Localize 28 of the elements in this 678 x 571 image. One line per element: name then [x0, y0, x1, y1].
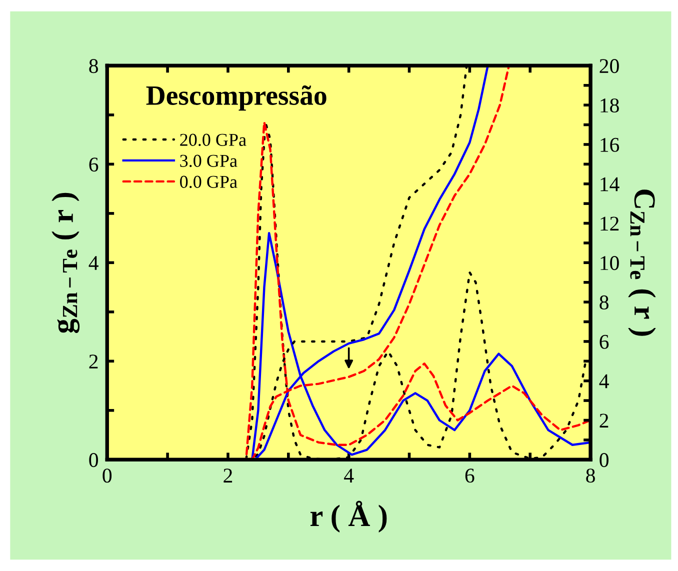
legend-label: 0.0 GPa — [180, 176, 238, 188]
y-axis-title: g$_{Zn−Te}$ ( r ) — [52, 192, 80, 334]
y-tick-label: 6 — [89, 158, 98, 172]
x-tick-label: 6 — [465, 468, 474, 483]
y2-tick-label: 8 — [600, 295, 608, 310]
y2-tick-label: 10 — [600, 256, 619, 270]
legend-label: 3.0 GPa — [180, 154, 238, 168]
legend-label: 20.0 GPa — [180, 134, 246, 146]
x-tick-label: 2 — [224, 468, 232, 482]
y2-tick-label: 14 — [600, 177, 620, 192]
y2-tick-label: 12 — [600, 216, 619, 230]
y2-tick-label: 0 — [600, 453, 608, 468]
y2-axis-title: C$_{Zn−Te}$ ( r ) — [628, 190, 656, 336]
y2-tick-label: 18 — [600, 98, 619, 112]
x-tick-label: 4 — [344, 468, 354, 482]
y2-tick-label: 16 — [600, 138, 620, 152]
y2-tick-label: 20 — [600, 59, 619, 74]
y-tick-label: 8 — [89, 59, 98, 74]
text: Descompressão — [146, 85, 326, 111]
x-tick-label: 8 — [586, 468, 595, 483]
y2-tick-label: 2 — [600, 414, 608, 428]
y2-tick-label: 6 — [600, 334, 609, 349]
x-tick-label: 0 — [102, 468, 112, 483]
y-tick-label: 4 — [88, 256, 98, 270]
y-tick-label: 2 — [89, 354, 98, 368]
y2-tick-label: 4 — [599, 374, 609, 388]
x-axis-title: r ( Å ) — [310, 500, 387, 532]
y-tick-label: 0 — [89, 453, 98, 468]
